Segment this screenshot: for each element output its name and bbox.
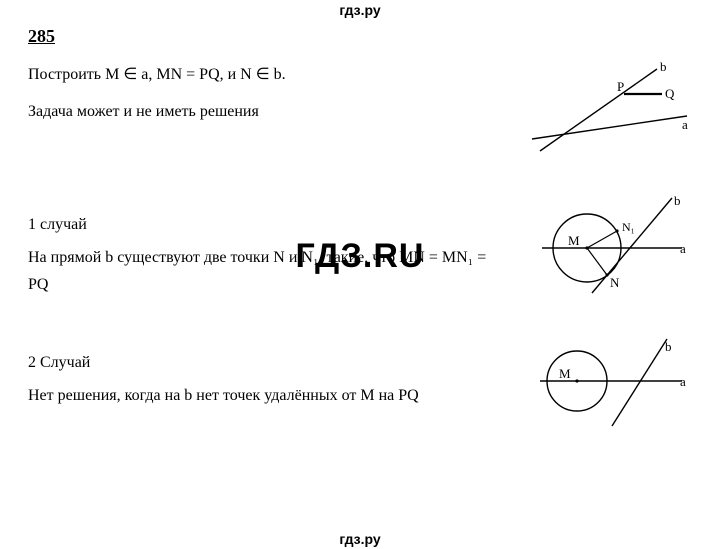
case2-text: Нет решения, когда на b нет точек удалён… [28,382,510,409]
row-case2: 2 Случай Нет решения, когда на b нет точ… [28,331,692,431]
page-content: 285 Построить M ∈ a, MN = PQ, и N ∈ b. З… [0,26,720,431]
task-line-2: Задача может и не иметь решения [28,98,510,125]
figure-2: M N₁ N a b [522,193,692,303]
fig2-label-a: a [680,241,686,256]
figure-3: M a b [522,331,692,431]
fig1-label-a: a [682,117,688,132]
row-task: Построить M ∈ a, MN = PQ, и N ∈ b. Задач… [28,61,692,161]
case1-text: На прямой b существуют две точки N и N₁,… [28,244,510,298]
task-text: Построить M ∈ a, MN = PQ, и N ∈ b. Задач… [28,61,510,125]
fig2-label-M: M [568,233,580,248]
fig3-label-M: M [559,366,571,381]
case1-text-col: 1 случай На прямой b существуют две точк… [28,193,510,299]
figure-1: b a P Q [522,61,692,161]
case1-label: 1 случай [28,211,510,238]
fig3-label-a: a [680,374,686,389]
site-footer: гдз.ру [0,531,720,547]
fig1-label-Q: Q [665,86,675,101]
fig2-label-b: b [674,193,681,208]
row-case1: 1 случай На прямой b существуют две точк… [28,193,692,303]
case2-label: 2 Случай [28,349,510,376]
case2-text-col: 2 Случай Нет решения, когда на b нет точ… [28,331,510,409]
site-header: гдз.ру [0,2,720,18]
task-line-1: Построить M ∈ a, MN = PQ, и N ∈ b. [28,61,510,88]
fig1-label-b: b [660,61,667,74]
fig2-label-N1: N₁ [622,220,635,234]
problem-number: 285 [28,26,692,47]
fig2-label-N: N [610,275,620,290]
fig3-label-b: b [665,339,672,354]
fig1-label-P: P [617,79,624,94]
